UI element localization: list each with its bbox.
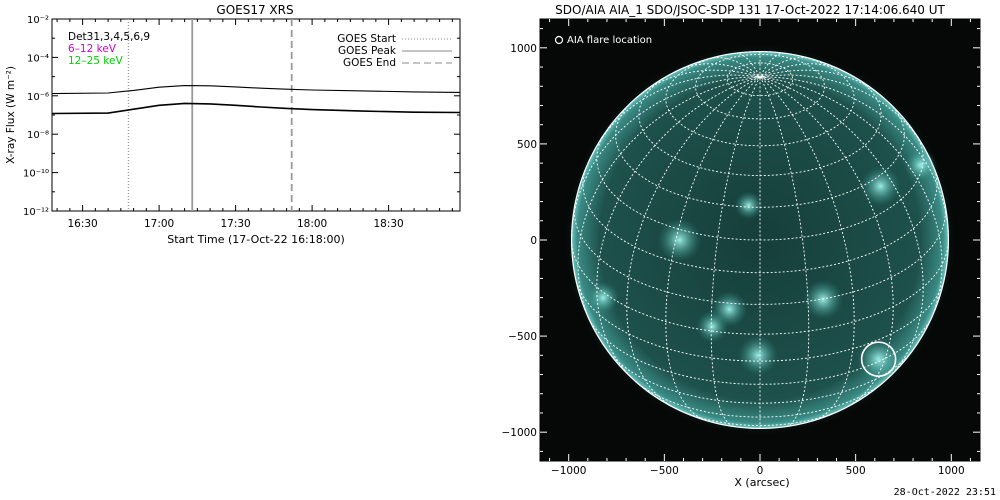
aia-x-tick-label: 1000 [938, 465, 965, 477]
active-region [657, 218, 702, 262]
heliographic-grid [570, 50, 950, 430]
longitude-line [626, 76, 761, 407]
longitude-line [759, 52, 785, 78]
aia-x-tick-label: 500 [846, 465, 866, 477]
legend-goes-end: GOES End [343, 57, 396, 69]
latitude-line [634, 380, 886, 418]
aia-chart-title: SDO/AIA AIA_1 SDO/JSOC-SDP 131 17-Oct-20… [555, 3, 945, 17]
goes-detectors-label: Det31,3,4,5,6,9 [68, 31, 150, 43]
active-region [587, 281, 620, 314]
flare-location-circle [860, 341, 897, 377]
aia-x-tick-label: 0 [757, 465, 764, 477]
aia-x-tick-label: −500 [650, 465, 679, 477]
longitude-line [759, 76, 943, 329]
longitude-line [638, 69, 761, 97]
aia-y-tick-label: −1000 [501, 427, 537, 439]
goes-y-tick-label: 10⁻¹⁰ [23, 169, 49, 180]
active-region [803, 279, 844, 320]
goes-series-group [51, 85, 461, 115]
goes-x-tick-label: 16:30 [67, 218, 97, 230]
latitude-line [582, 165, 938, 274]
goes-x-axis-label: Start Time (17-Oct-22 16:18:00) [167, 233, 345, 246]
longitude-line [759, 69, 882, 97]
aia-image-chart: SDO/AIA AIA_1 SDO/JSOC-SDP 131 17-Oct-20… [501, 3, 981, 489]
longitude-line [759, 74, 923, 145]
aia-y-tick-label: 1000 [510, 43, 537, 55]
goes-y-tick-label: 10⁻⁸ [27, 130, 49, 141]
aia-y-tick-label: −500 [508, 331, 537, 343]
latitude-line [588, 318, 932, 385]
goes-band-label-low: 6–12 keV [68, 43, 117, 55]
goes-band-label-high: 12–25 keV [68, 55, 123, 67]
flare-location-legend-symbol [554, 35, 564, 45]
aia-x-axis: −1000 −500 0 500 1000 [549, 19, 971, 477]
active-region [738, 335, 779, 376]
active-region [856, 337, 901, 382]
aia-flare-legend-label: AIA flare location [567, 35, 652, 46]
goes-x-axis: 16:30 17:00 17:30 18:00 18:30 [56, 19, 453, 230]
longitude-line [759, 57, 812, 78]
goes-xrs-chart: GOES17 XRS 10⁻¹² 10⁻¹⁰ 10⁻⁸ 10⁻⁶ 10⁻⁴ 10⁻² 16… [5, 3, 461, 246]
longitude-line [710, 76, 761, 427]
goes-y-tick-label: 10⁻⁶ [27, 92, 49, 103]
active-region [860, 166, 901, 207]
legend-goes-start: GOES Start [337, 33, 396, 45]
goes-chart-title: GOES17 XRS [216, 3, 293, 17]
active-region [734, 191, 763, 220]
goes-y-tick-label: 10⁻² [27, 15, 49, 26]
goes-x-tick-label: 17:00 [144, 218, 174, 230]
longitude-line [597, 74, 761, 145]
longitude-line [675, 63, 761, 78]
longitude-line [735, 52, 761, 78]
active-region [904, 149, 937, 182]
aia-x-tick-label: −1000 [551, 465, 587, 477]
goes-y-axis-label: X-ray Flux (W m⁻²) [5, 66, 17, 164]
longitude-line [708, 57, 761, 78]
goes-legend: GOES Start GOES Peak GOES End [337, 33, 452, 69]
aia-y-tick-label: 500 [517, 139, 537, 151]
latitude-line [726, 62, 794, 97]
aia-x-axis-label: X (arcsec) [734, 476, 789, 489]
goes-y-tick-label: 10⁻⁴ [27, 53, 49, 64]
longitude-line [759, 76, 894, 407]
goes-series-line-low [51, 85, 461, 95]
goes-x-tick-label: 18:30 [373, 218, 403, 230]
goes-series-line-high [51, 102, 461, 115]
footer-timestamp: 28-Oct-2022 23:51 [893, 487, 996, 498]
solar-limb [570, 50, 950, 430]
legend-goes-peak: GOES Peak [338, 45, 397, 57]
goes-x-tick-label: 18:00 [297, 218, 327, 230]
goes-y-axis: 10⁻¹² 10⁻¹⁰ 10⁻⁸ 10⁻⁶ 10⁻⁴ 10⁻² [23, 15, 460, 218]
goes-event-markers [127, 19, 293, 211]
longitude-line [759, 76, 810, 427]
aia-y-tick-label: 0 [530, 235, 537, 247]
aia-flare-legend: AIA flare location [554, 35, 652, 46]
longitude-line [577, 76, 761, 329]
active-region [696, 310, 729, 343]
aia-y-axis: 1000 500 0 −500 −1000 [501, 28, 980, 452]
latitude-line [574, 277, 946, 362]
longitude-line [759, 63, 845, 78]
goes-y-tick-label: 10⁻¹² [23, 207, 49, 218]
goes-x-tick-label: 17:30 [220, 218, 250, 230]
